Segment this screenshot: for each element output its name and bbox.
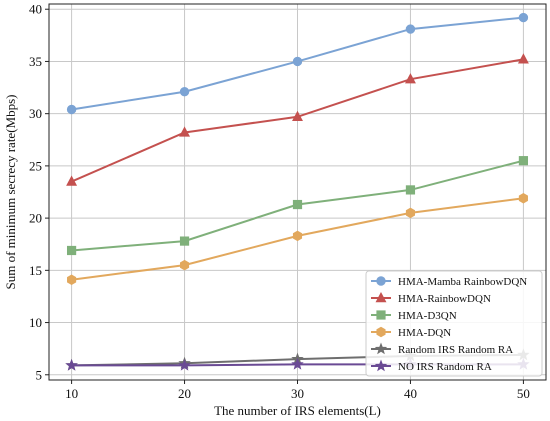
legend-swatch-marker [374, 342, 388, 355]
legend-swatch-marker [376, 276, 386, 286]
data-point [178, 358, 191, 371]
data-point [292, 199, 303, 210]
y-tick-label: 30 [29, 106, 42, 121]
legend-entry: HMA-Mamba RainbowDQN [371, 276, 527, 288]
data-point [517, 53, 529, 64]
legend-label: HMA-DQN [398, 327, 451, 339]
grid [49, 4, 546, 380]
legend-label: HMA-D3QN [398, 310, 457, 322]
legend-swatch-marker [375, 291, 387, 303]
x-tick-label: 10 [65, 386, 78, 401]
axis-ticks: 10 20 30 40 50 5 10 15 20 25 30 35 40 [29, 2, 530, 401]
series-layer [65, 12, 530, 371]
legend-label: HMA-Mamba RainbowDQN [398, 276, 527, 288]
data-point [179, 87, 190, 97]
legend-entry: Random IRS Random RA [371, 342, 513, 356]
data-point [179, 259, 190, 271]
legend-entry: HMA-DQN [371, 326, 451, 339]
legend-swatch-marker [376, 310, 386, 320]
y-tick-label: 25 [29, 158, 42, 173]
series-2 [66, 156, 529, 256]
legend-entry: HMA-RainbowDQN [371, 291, 491, 305]
data-point [404, 73, 416, 84]
data-point [518, 156, 529, 166]
y-tick-label: 15 [29, 263, 42, 278]
x-tick-label: 40 [404, 386, 417, 401]
legend-label: Random IRS Random RA [398, 344, 513, 356]
data-point [292, 230, 303, 242]
data-point [518, 12, 529, 23]
y-tick-label: 5 [36, 367, 43, 382]
x-tick-label: 30 [291, 386, 304, 401]
data-point [292, 110, 303, 121]
legend-label: HMA-RainbowDQN [398, 293, 491, 305]
x-axis-label: The number of IRS elements(L) [214, 403, 381, 418]
series-1 [66, 53, 529, 186]
y-tick-label: 35 [29, 54, 42, 69]
data-point [405, 207, 416, 219]
data-point [405, 185, 416, 195]
legend-entry: HMA-D3QN [371, 310, 457, 322]
legend-box [365, 270, 543, 377]
legend-entry: NO IRS Random RA [371, 359, 492, 373]
series-3 [67, 193, 528, 285]
data-point [405, 24, 416, 34]
legend-label: NO IRS Random RA [398, 361, 492, 373]
data-point [66, 245, 77, 256]
x-tick-label: 50 [517, 386, 530, 401]
y-tick-label: 10 [29, 315, 42, 330]
data-point [66, 104, 77, 115]
data-point [66, 175, 78, 186]
legend: HMA-Mamba RainbowDQN HMA-RainbowDQN HMA-D3… [365, 270, 543, 377]
data-point [179, 126, 191, 137]
x-tick-label: 20 [178, 386, 191, 401]
data-point [67, 274, 77, 285]
series-0 [66, 12, 529, 115]
y-tick-label: 20 [29, 211, 42, 226]
data-point [291, 357, 304, 370]
data-point [518, 193, 528, 204]
y-tick-label: 40 [29, 2, 42, 17]
legend-swatch-marker [376, 326, 386, 338]
data-point [65, 358, 78, 371]
legend-swatch-marker [374, 359, 388, 372]
data-point [292, 56, 303, 67]
y-axis-label: Sum of minimum secrecy rate(Mbps) [3, 95, 18, 290]
data-point [179, 236, 190, 246]
